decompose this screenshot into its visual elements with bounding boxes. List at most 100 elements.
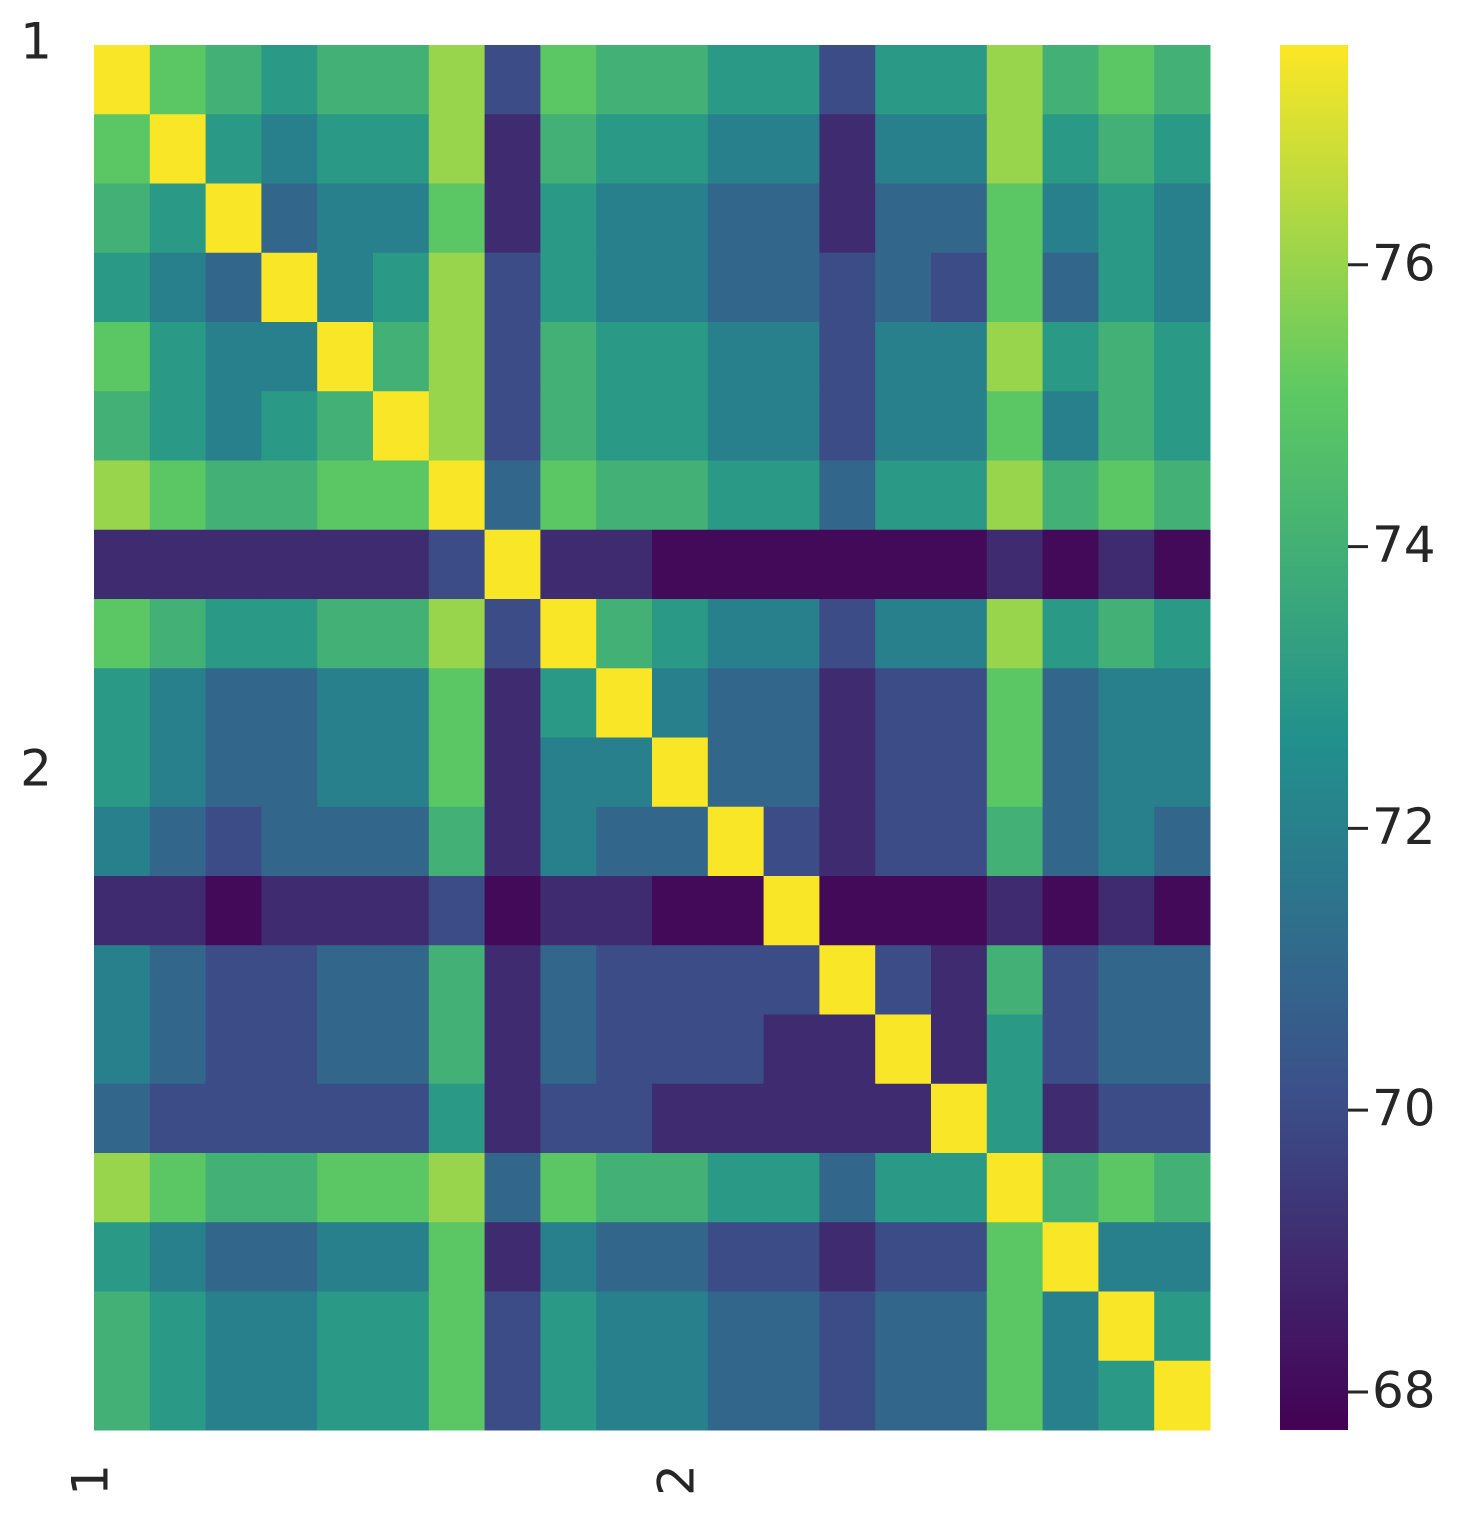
heatmap-cell [652,1222,709,1292]
heatmap-cell [763,45,820,115]
heatmap-cell [931,668,988,738]
heatmap-cell [428,1360,486,1431]
heatmap-cell [763,599,820,669]
heatmap-cell [94,529,151,600]
heatmap-cell [707,1153,765,1223]
heatmap-cell [596,1360,653,1431]
heatmap-cell [875,529,932,600]
heatmap-cell [986,737,1044,808]
heatmap-cell [1042,114,1099,184]
heatmap-cell [317,252,374,323]
heatmap-cell [707,1291,765,1362]
heatmap-cell [261,1014,318,1085]
heatmap-cell [94,599,151,669]
heatmap-cell [1042,460,1099,531]
heatmap-cell [261,391,318,461]
heatmap-cell [931,45,988,115]
heatmap-cell [540,945,597,1015]
heatmap-cell [652,737,709,808]
heatmap-cell [652,668,709,738]
heatmap-cell [819,1014,876,1085]
heatmap-cell [149,183,207,254]
heatmap-cell [484,876,541,946]
x-tick-label: 2 [647,1464,705,1496]
heatmap-cell [484,1222,541,1292]
colorbar-tick-label: 72 [1372,798,1436,856]
heatmap-cell [1098,1222,1155,1292]
heatmap-cell [986,252,1044,323]
heatmap-cell [205,876,262,946]
heatmap-cell [875,806,932,877]
heatmap-cell [373,599,430,669]
heatmap-cell [94,1291,151,1362]
heatmap-cell [875,1222,932,1292]
heatmap-cell [986,876,1044,946]
heatmap-cell [763,1153,820,1223]
heatmap-cell [763,252,820,323]
heatmap-cell [1154,876,1211,946]
heatmap-cell [261,322,318,392]
heatmap-cell [373,1153,430,1223]
heatmap-cell [875,1083,932,1154]
heatmap-cell [540,1360,597,1431]
heatmap-cell [540,1222,597,1292]
heatmap-cell [373,460,430,531]
heatmap-cell [205,599,262,669]
heatmap-cell [707,45,765,115]
heatmap-cell [261,45,318,115]
heatmap-cell [261,460,318,531]
heatmap-cell [763,737,820,808]
heatmap-cell [94,1014,151,1085]
heatmap-cell [484,45,541,115]
colorbar-tick-label: 74 [1372,516,1436,574]
heatmap-cell [317,1222,374,1292]
heatmap-cell [317,1291,374,1362]
heatmap-cell [428,391,486,461]
heatmap-cell [428,945,486,1015]
heatmap-cell [986,1153,1044,1223]
heatmap-cell [94,945,151,1015]
heatmap-cell [875,252,932,323]
heatmap-cell [596,945,653,1015]
heatmap-cell [1042,183,1099,254]
heatmap-cell [596,114,653,184]
heatmap-cell [1098,876,1155,946]
heatmap-cell [707,252,765,323]
heatmap-cell [373,322,430,392]
heatmap-cell [819,737,876,808]
heatmap-cell [1042,1153,1099,1223]
heatmap-cell [652,322,709,392]
heatmap-cell [1042,599,1099,669]
heatmap-cell [428,529,486,600]
heatmap-cell [986,45,1044,115]
heatmap-cell [94,322,151,392]
heatmap-cell [931,1153,988,1223]
heatmap-cell [317,737,374,808]
heatmap-cell [931,529,988,600]
heatmap-cell [1098,460,1155,531]
heatmap-cell [149,322,207,392]
heatmap-cell [317,599,374,669]
heatmap-cell [707,599,765,669]
heatmap-cell [373,668,430,738]
heatmap-cell [652,1014,709,1085]
heatmap-cell [1042,1014,1099,1085]
heatmap-cell [652,876,709,946]
heatmap-cell [484,1291,541,1362]
heatmap-cell [707,322,765,392]
heatmap-cell [819,1360,876,1431]
heatmap-cell [428,114,486,184]
heatmap-cell [986,460,1044,531]
heatmap-cell [652,45,709,115]
heatmap-cell [652,1153,709,1223]
heatmap-cell [94,252,151,323]
heatmap-cell [1098,114,1155,184]
heatmap-cell [596,668,653,738]
heatmap-cell [875,1291,932,1362]
heatmap-cell [1098,737,1155,808]
heatmap-cell [428,460,486,531]
heatmap-cell [1042,876,1099,946]
heatmap-cell [540,45,597,115]
heatmap-cell [1154,806,1211,877]
heatmap-cell [596,1291,653,1362]
